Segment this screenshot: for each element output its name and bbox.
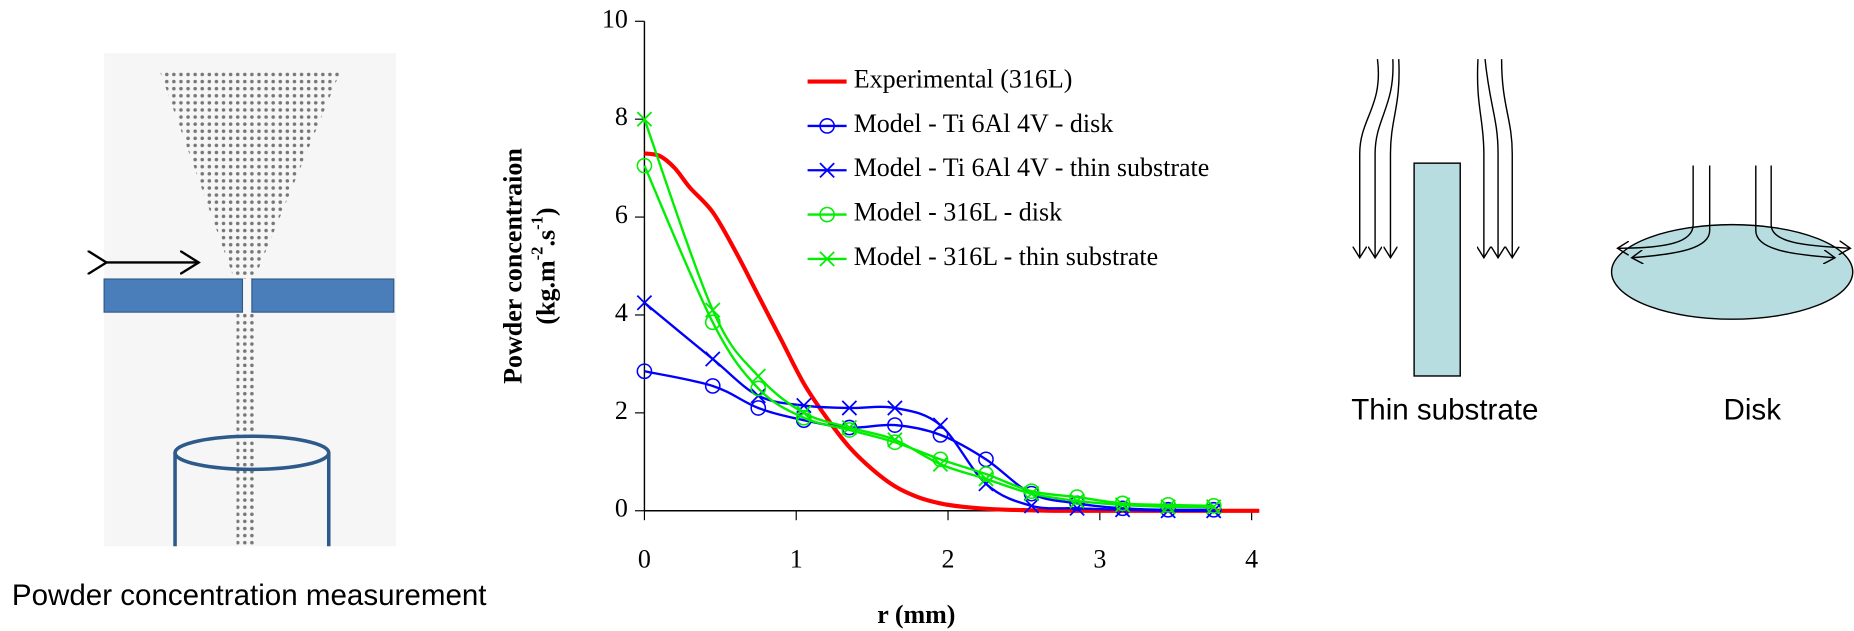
caption: Powder concentration measurement [12,579,487,612]
marker [1069,493,1085,509]
marker [704,314,721,331]
legend-label: Model - 316L - thin substrate [854,242,1158,271]
marker [1160,497,1177,513]
marker [636,157,653,174]
y-axis-label: Powder concentraion [499,148,528,384]
marker [978,466,994,482]
marker [1160,499,1176,515]
legend-label: Experimental (316L) [854,65,1073,94]
y-tick-label: 8 [615,102,628,131]
plate-right [251,278,395,313]
marker [932,427,949,443]
marker [704,378,721,394]
marker [636,363,653,380]
flow-line [1632,165,1711,258]
marker [705,302,721,318]
marker [841,419,858,436]
marker [795,409,812,426]
series-line [644,151,1260,513]
plate-left [103,278,244,313]
legend-label: Model - 316L - disk [854,198,1062,227]
x-tick-label: 4 [1245,545,1258,574]
flow-line [1617,165,1694,249]
unit-part: (kg.m [532,260,561,325]
unit-part: .s [532,230,561,247]
flow-line [1478,59,1484,258]
flow-line [1360,59,1380,258]
marker [887,432,903,448]
flow-line [1375,59,1394,258]
unit-part: ) [532,207,561,216]
marker [1114,497,1131,513]
flow-diagrams: Thin substrate Disk [1351,59,1854,426]
series-line [644,370,1214,512]
y-tick-label: 2 [615,396,628,425]
disk [1610,223,1854,320]
flow-line [1500,59,1513,258]
y-tick-label: 10 [602,4,628,33]
marker [750,400,767,416]
legend-marker [819,206,835,223]
marker [1205,499,1222,515]
series-line [643,301,1214,513]
marker [750,380,767,397]
marker [796,405,812,421]
marker [636,295,653,311]
marker [750,368,767,384]
marker [932,456,949,472]
marker [932,417,949,433]
y-axis-unit: (kg.m-2.s-1) [528,207,561,324]
x-tick-label: 0 [638,545,651,574]
powder-stream [236,312,256,547]
marker [1023,498,1040,514]
legend-label: Model - Ti 6Al 4V - disk [854,109,1114,138]
caption: Disk [1724,393,1782,426]
marker [636,111,653,127]
marker [1069,489,1085,505]
chart: 0 2 4 6 8 10 0 1 2 3 4 r (mm) Powder concentraion (kg… [499,4,1260,629]
marker [1114,500,1131,517]
marker [978,471,994,487]
series-line [643,118,1214,509]
x-tick-label: 3 [1093,545,1106,574]
powder-cone [159,70,341,280]
thin-substrate [1413,162,1461,377]
unit-part: -1 [528,216,547,230]
marker [1023,485,1040,502]
marker [841,400,858,416]
marker [705,351,721,367]
y-tick-label: 0 [615,494,628,523]
marker [887,400,903,416]
marker [932,451,949,468]
unit-part: -2 [528,247,547,261]
caption: Thin substrate [1351,393,1538,426]
marker [887,417,903,433]
x-tick-label: 2 [942,545,955,574]
flow-line [1755,165,1835,258]
marker [1069,500,1085,517]
flow-line [1770,165,1850,249]
y-tick-label: 4 [615,298,628,327]
x-axis-label: r (mm) [877,600,955,629]
flow-line [1390,59,1400,258]
legend-marker [819,118,835,134]
legend-marker [819,162,835,178]
legend-marker [819,251,835,267]
legend-label: Model - Ti 6Al 4V - thin substrate [854,153,1210,182]
measurement-diagram: Powder concentration measurement [12,53,487,612]
x-tick-label: 1 [790,545,803,574]
y-tick-label: 6 [615,200,628,229]
flow-line [1484,59,1498,258]
